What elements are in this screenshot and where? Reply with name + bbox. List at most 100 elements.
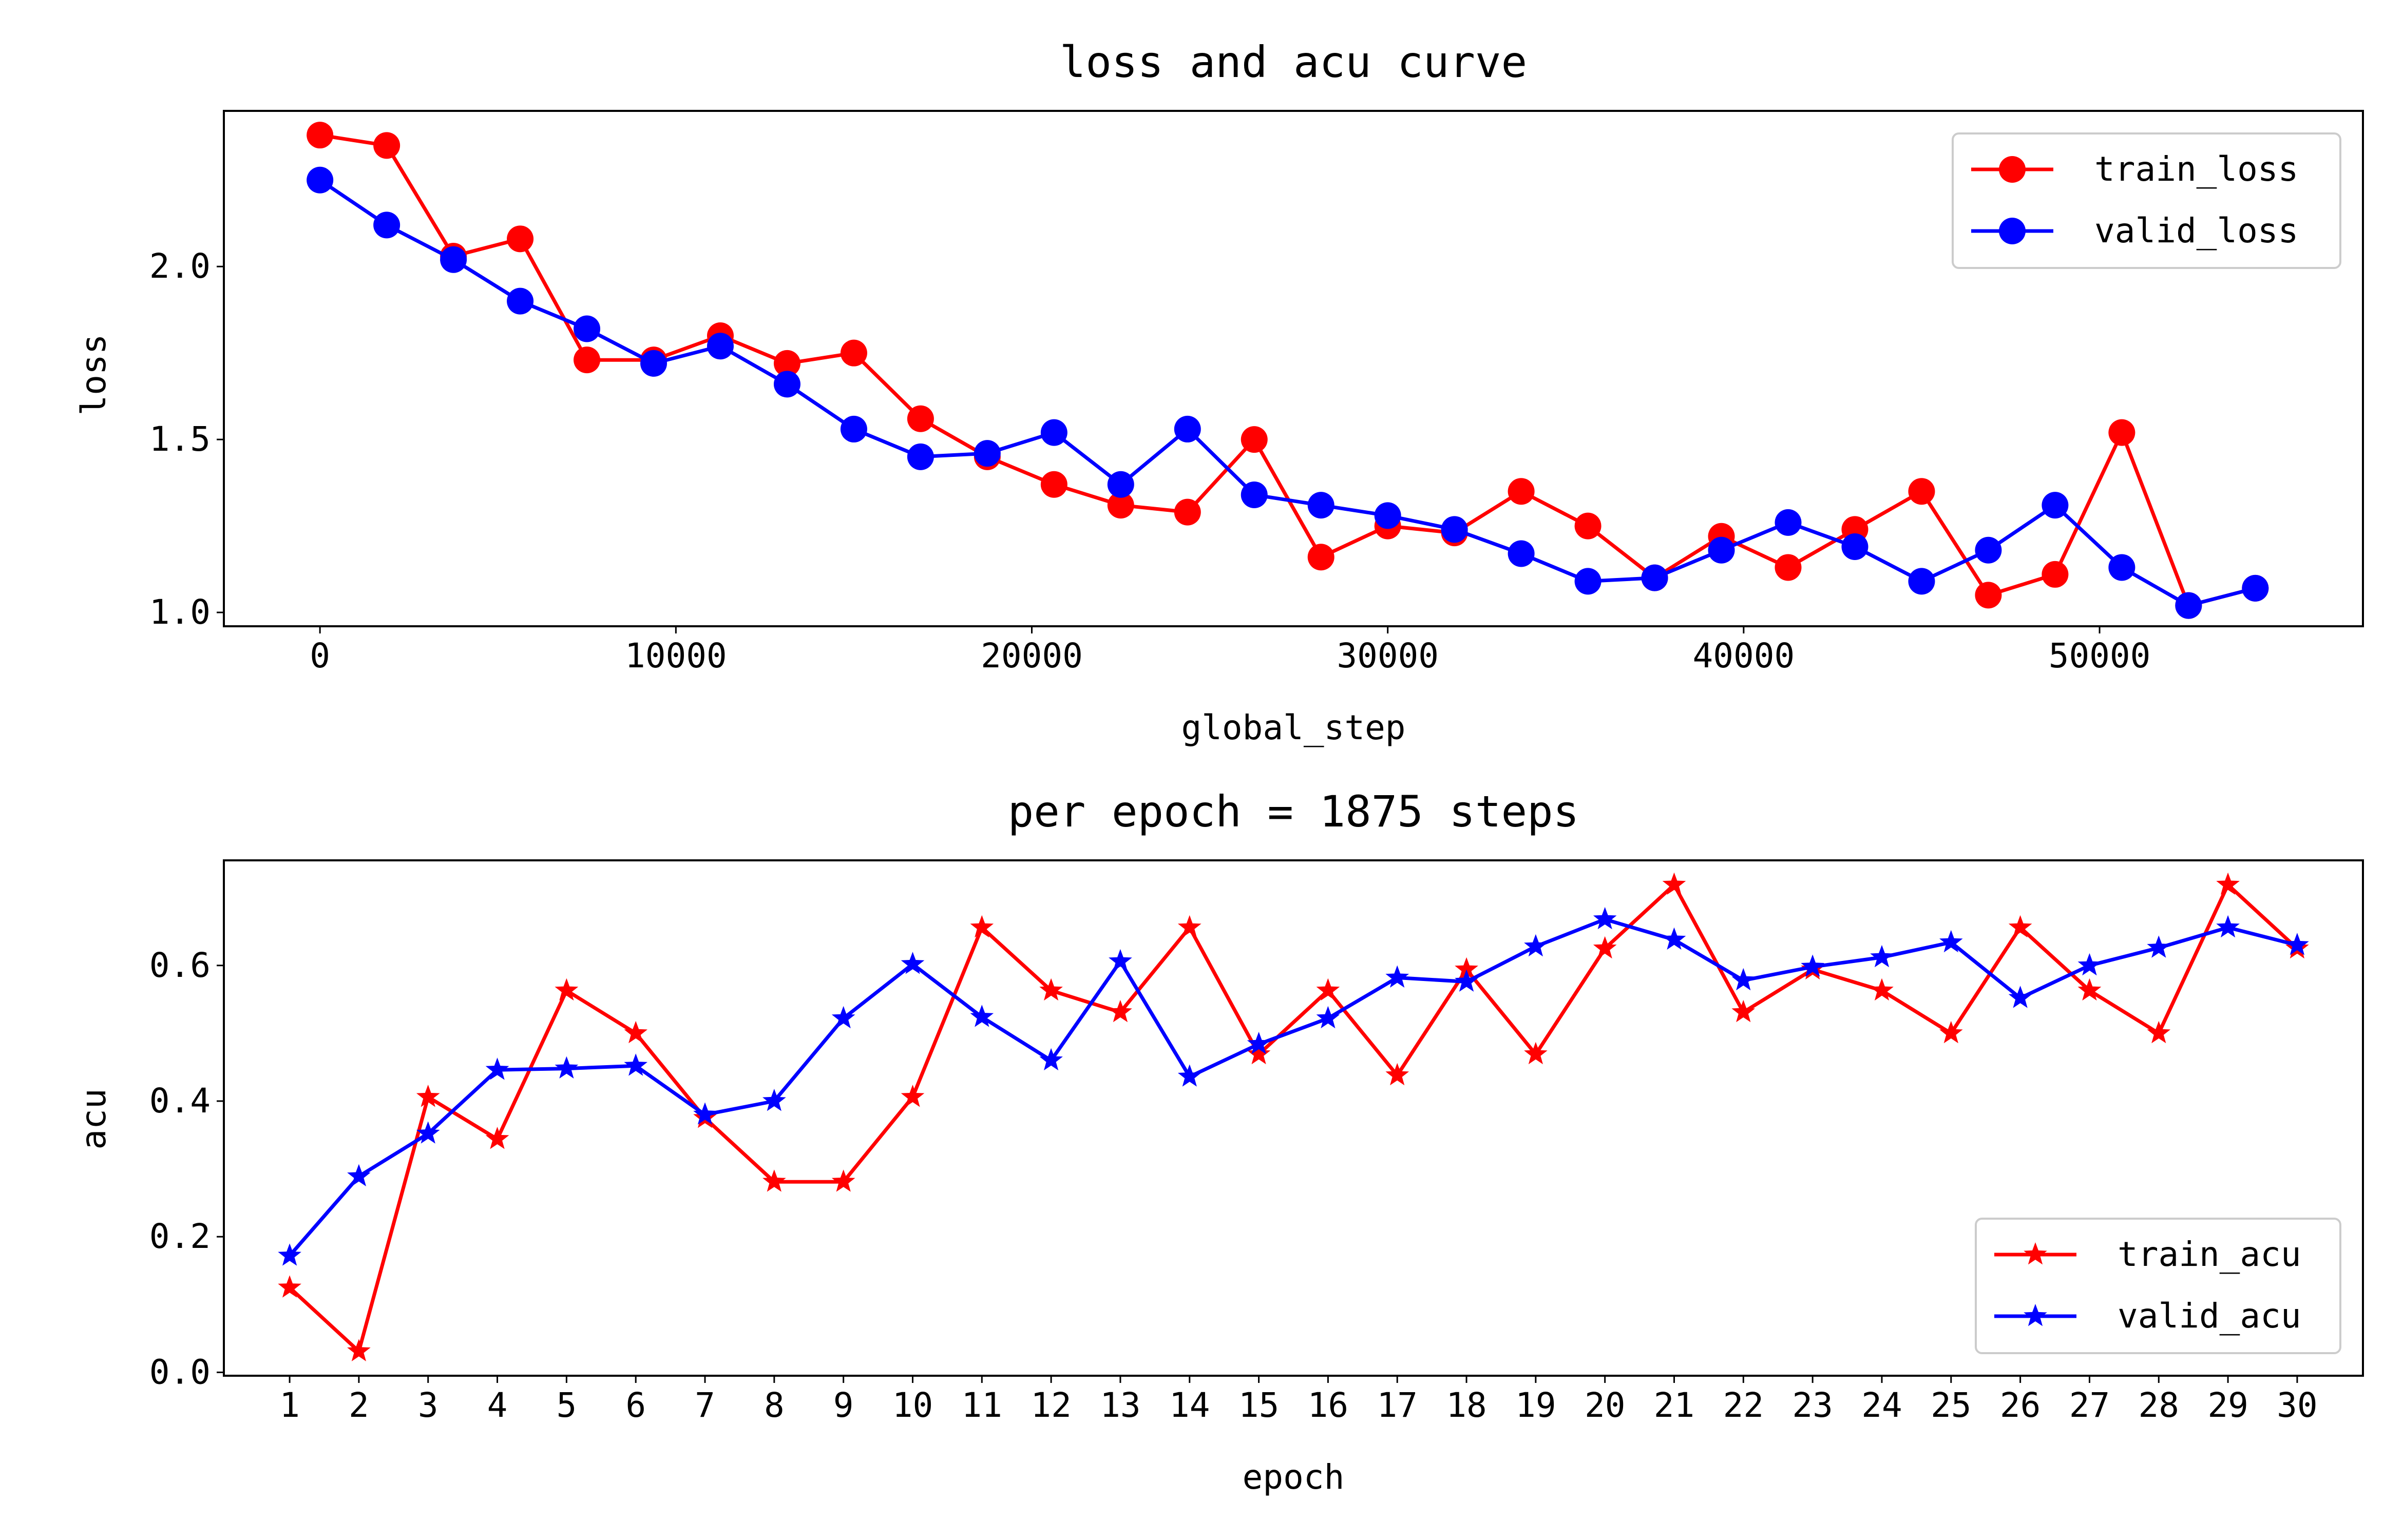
train_loss-point [1574,512,1601,540]
valid_loss-point [1174,415,1201,442]
valid_acu-point [555,1056,579,1079]
valid_acu-point [1801,954,1824,977]
loss-chart: loss and acu curve global_step loss 0 100… [74,37,2364,747]
accuracy-chart-ylabel: acu [74,1088,113,1149]
valid_loss-legend-marker [1999,218,2026,244]
valid_loss-point [1241,481,1268,508]
loss-legend: train_loss valid_loss [1952,132,2341,269]
acu-x-tick-label: 2 [349,1385,369,1425]
valid_acu-legend-marker [2024,1304,2047,1326]
acu-x-tick-label: 4 [487,1385,508,1425]
loss-x-tick-label: 10000 [625,636,727,676]
train_acu-point [1731,999,1756,1023]
valid_loss-point [1107,471,1134,498]
valid_acu-point [347,1164,371,1186]
acu-x-tick-label: 17 [1377,1385,1417,1425]
train_acu-point [347,1339,371,1361]
train_acu-point [416,1085,440,1107]
valid_loss-point [840,415,867,442]
acu-x-tick-label: 14 [1169,1385,1210,1425]
train_loss-point [773,350,800,377]
train_acu-point [2077,978,2102,1001]
train_loss-point [1508,478,1535,505]
valid_loss-point [307,166,334,194]
acu-x-tick-label: 15 [1238,1385,1279,1425]
valid_loss-point [1441,516,1468,543]
acu-x-tick-label: 6 [625,1385,646,1425]
train_loss-point [1975,582,2002,609]
valid_acu-point [1177,1064,1202,1087]
train_loss-point [1307,544,1334,571]
valid_loss-point [373,211,400,239]
acu-x-tick-label: 10 [892,1385,933,1425]
loss-x-tick-label: 0 [310,636,330,676]
train_loss-point [1908,478,1935,505]
train_loss-point [1040,471,1067,498]
valid_acu-line [288,917,2298,1257]
valid_acu-point [1731,968,1756,991]
acu-x-tick-label: 19 [1515,1385,1556,1425]
valid_acu-point [1455,969,1478,992]
acu-x-tick-label: 22 [1723,1385,1764,1425]
valid_acu-point [762,1089,786,1111]
valid_acu-point [416,1121,440,1144]
train_acu-point [1870,978,1894,1001]
acu-x-tick-label: 23 [1792,1385,1833,1425]
acu-x-tick-label: 3 [418,1385,438,1425]
loss-axes-frame [223,110,2364,627]
valid_loss-point [1908,568,1935,595]
train_acu-point [2147,1021,2171,1044]
train_acu-point [2008,915,2032,938]
train_acu-point [1247,1042,1271,1065]
valid_acu-point [1939,930,1963,953]
acu-x-tick-label: 16 [1308,1385,1348,1425]
train_acu-point [1316,978,1340,1001]
train_loss-point [574,346,601,374]
acu-x-tick-label: 7 [695,1385,715,1425]
acu-x-tick-label: 5 [556,1385,577,1425]
loss-legend-box [1952,132,2341,269]
valid_loss-point [1975,536,2002,564]
acu-y-tick-label: 0.0 [149,1352,211,1392]
valid_loss-point [640,350,667,377]
valid_acu-point [278,1243,301,1266]
acu-x-tick-label: 8 [764,1385,785,1425]
train_acu-point [1593,936,1617,959]
acu-x-tick-label: 12 [1031,1385,1071,1425]
valid_acu-point [485,1057,509,1080]
train_acu-point [624,1021,647,1044]
valid_loss-point [2042,492,2069,519]
acu-y-tick-label: 0.4 [149,1081,211,1121]
valid_loss-point [1574,568,1601,595]
train_acu-point [278,1275,301,1298]
valid_acu-point [1662,927,1686,950]
accuracy-chart-xlabel: epoch [1243,1457,1345,1497]
train_acu-point [1385,1063,1409,1086]
train_loss-legend-label: train_loss [2094,149,2298,189]
train_loss-point [2042,561,2069,588]
valid_loss-legend-label: valid_loss [2094,211,2298,251]
loss-x-tick-label: 30000 [1337,636,1439,676]
valid_loss-point [1775,509,1802,536]
train_acu-legend-marker [2024,1242,2047,1265]
train_loss-point [907,405,934,432]
valid_loss-point [773,371,800,398]
train_loss-point [1107,492,1134,519]
acu-x-tick-label: 24 [1861,1385,1902,1425]
train_loss-point [507,225,534,253]
valid_acu-point [2077,953,2102,976]
valid_acu-point [901,952,925,974]
valid_loss-point [1841,533,1868,561]
train_loss-point [2108,419,2135,446]
valid_loss-point [2242,574,2269,602]
acu-x-tick-label: 30 [2277,1385,2317,1425]
train_loss-legend-marker [1999,156,2026,183]
acu-x-tick-label: 27 [2069,1385,2110,1425]
valid_loss-point [1508,540,1535,567]
valid_acu-point [624,1053,647,1076]
train_loss-point [840,339,867,367]
valid_loss-point [2108,554,2135,581]
acu-x-tick-label: 9 [833,1385,854,1425]
acu-x-tick-label: 21 [1654,1385,1694,1425]
